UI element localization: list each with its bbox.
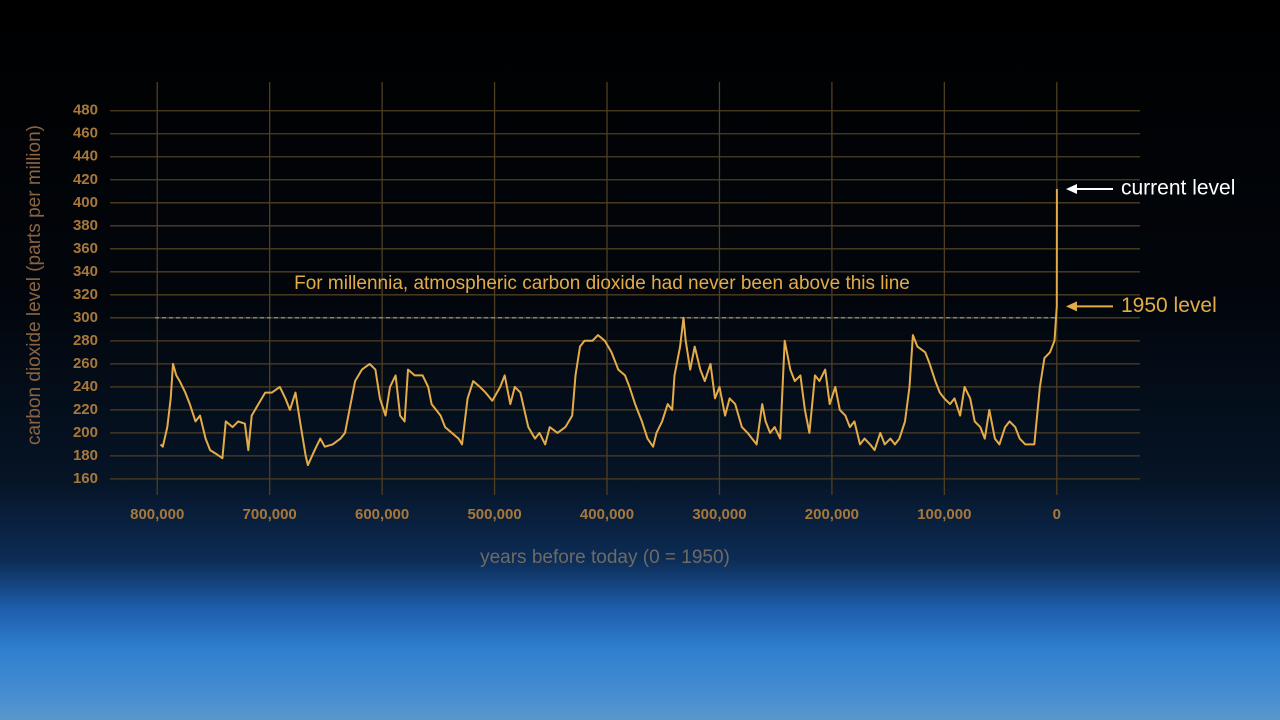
y-tick-label: 420 <box>73 171 98 188</box>
y-tick-label: 440 <box>73 148 98 165</box>
x-tick-label: 0 <box>1053 506 1061 523</box>
y-tick-label: 300 <box>73 309 98 326</box>
annotation-label: 1950 level <box>1121 294 1217 317</box>
x-tick-label: 100,000 <box>917 506 971 523</box>
y-tick-label: 320 <box>73 286 98 303</box>
y-tick-label: 340 <box>73 263 98 280</box>
y-tick-label: 460 <box>73 125 98 142</box>
y-tick-label: 160 <box>73 470 98 487</box>
y-tick-label: 260 <box>73 355 98 372</box>
y-axis-label: carbon dioxide level (parts per million) <box>24 125 45 445</box>
x-tick-label: 300,000 <box>692 506 746 523</box>
x-axis-label: years before today (0 = 1950) <box>480 547 730 568</box>
y-tick-label: 400 <box>73 194 98 211</box>
x-tick-label: 600,000 <box>355 506 409 523</box>
y-tick-label: 200 <box>73 424 98 441</box>
annotation-label: current level <box>1121 177 1235 200</box>
y-tick-label: 280 <box>73 332 98 349</box>
grid <box>110 82 1140 495</box>
x-tick-label: 500,000 <box>467 506 521 523</box>
x-tick-label: 700,000 <box>243 506 297 523</box>
data-line <box>159 188 1058 467</box>
y-tick-label: 360 <box>73 240 98 257</box>
arrow-head <box>1066 301 1077 312</box>
reference-note: For millennia, atmospheric carbon dioxid… <box>294 273 910 294</box>
x-tick-label: 200,000 <box>805 506 859 523</box>
y-tick-label: 480 <box>73 102 98 119</box>
y-tick-label: 240 <box>73 378 98 395</box>
y-tick-label: 220 <box>73 401 98 418</box>
y-tick-label: 180 <box>73 447 98 464</box>
x-tick-label: 800,000 <box>130 506 184 523</box>
x-tick-label: 400,000 <box>580 506 634 523</box>
arrow-head <box>1066 183 1077 194</box>
y-tick-label: 380 <box>73 217 98 234</box>
